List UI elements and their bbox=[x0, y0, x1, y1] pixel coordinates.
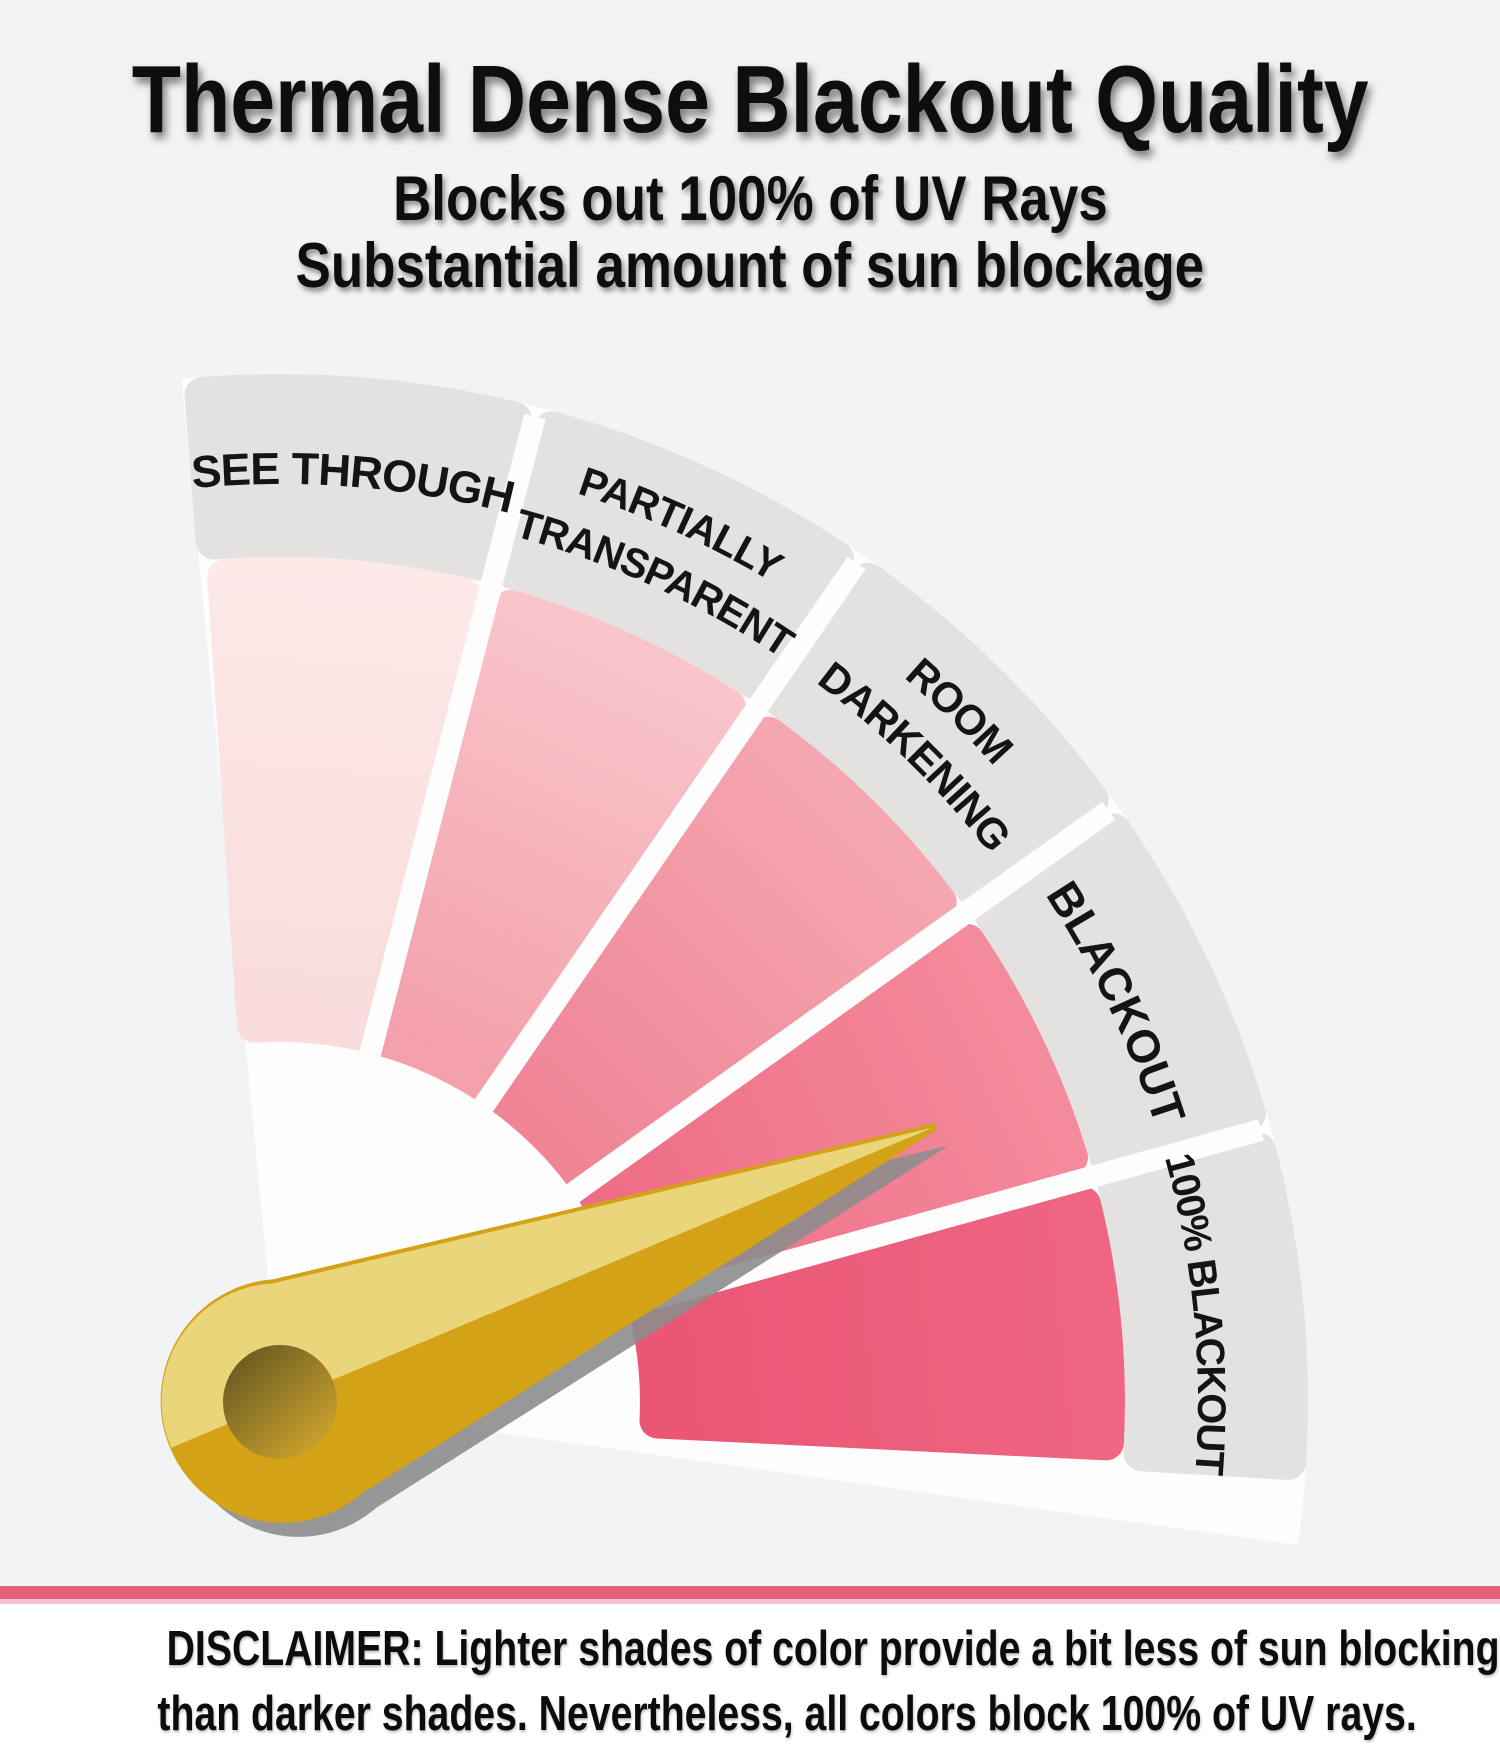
partially-transparent-label-band bbox=[494, 411, 854, 700]
needle-body-light bbox=[161, 1127, 933, 1448]
partially-transparent-color-band bbox=[367, 589, 746, 1103]
disclaimer-panel: DISCLAIMER: Lighter shades of color prov… bbox=[0, 1604, 1500, 1761]
segment-gap-2 bbox=[457, 556, 866, 1137]
100-percent-blackout-label-band bbox=[1097, 1132, 1308, 1480]
footer-divider-highlight bbox=[0, 1599, 1500, 1604]
footer-divider bbox=[0, 1586, 1500, 1599]
100-percent-blackout-color-band bbox=[629, 1186, 1125, 1461]
see-through-color-band bbox=[207, 557, 482, 1052]
page-title: Thermal Dense Blackout Quality bbox=[131, 46, 1369, 153]
disclaimer-line-1: DISCLAIMER: Lighter shades of color prov… bbox=[166, 1622, 1500, 1676]
room-darkening-label-band bbox=[764, 562, 1109, 906]
blackout-label-band bbox=[974, 813, 1266, 1174]
segment-gap-1 bbox=[351, 413, 546, 1086]
gauge-needle bbox=[160, 1123, 937, 1523]
header: Thermal Dense Blackout Quality Blocks ou… bbox=[0, 0, 1500, 300]
subtitle-line-2: Substantial amount of sun blockage bbox=[295, 230, 1205, 301]
subtitle-line-1: Blocks out 100% of UV Rays bbox=[392, 163, 1108, 234]
needle-hub-hole bbox=[223, 1345, 337, 1459]
see-through-label-band bbox=[184, 374, 533, 581]
room-darkening-color-band bbox=[485, 716, 957, 1192]
segment-gap-3 bbox=[542, 801, 1116, 1220]
disclaimer-line-2: than darker shades. Nevertheless, all co… bbox=[157, 1687, 1417, 1741]
